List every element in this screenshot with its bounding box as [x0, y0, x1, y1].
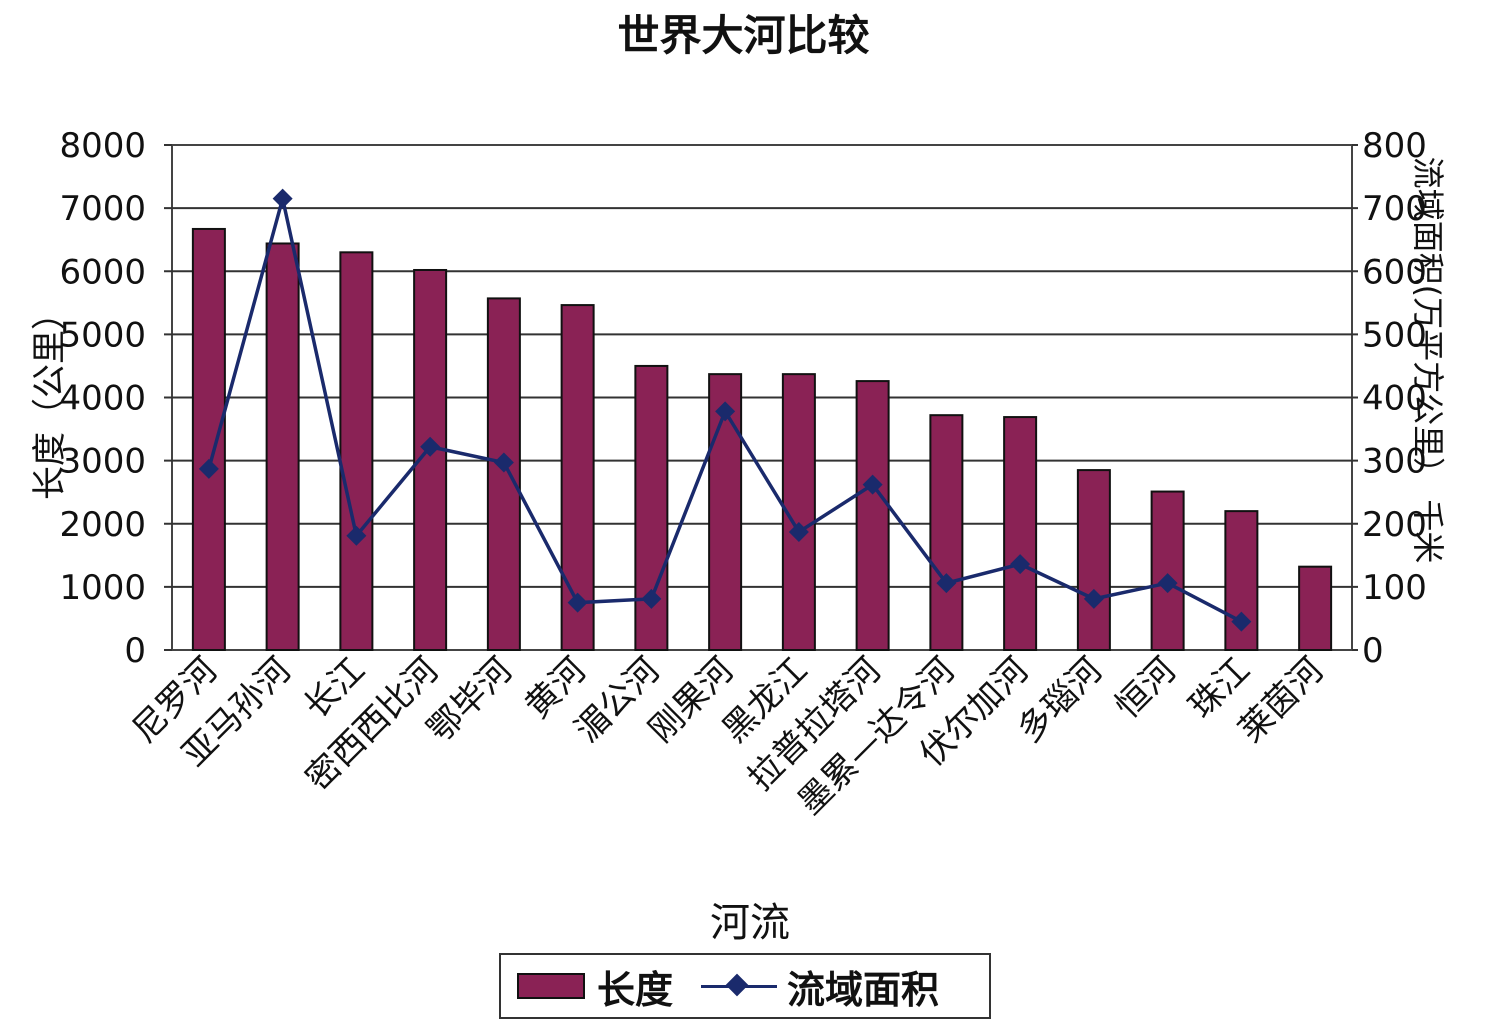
line-point	[1010, 554, 1031, 575]
legend-label-area: 流域面积	[787, 967, 940, 1012]
line-point	[1083, 588, 1104, 609]
y-right-tick-label: 400	[1362, 379, 1427, 419]
y-left-tick-label: 7000	[59, 189, 146, 229]
y-left-tick-label: 5000	[59, 315, 146, 355]
y-left-tick-label: 0	[124, 631, 146, 671]
bar	[929, 414, 964, 651]
line-point	[862, 474, 883, 495]
line-series	[198, 188, 1252, 632]
bar-series	[191, 227, 1333, 652]
chart-title: 世界大河比较	[617, 11, 870, 60]
line-point	[641, 588, 662, 609]
chart-plot: 0 1000 2000 3000 4000 5000 6000 7000 8000 0 100 20…	[59, 126, 1427, 823]
y-right-tick-label: 800	[1362, 126, 1427, 166]
x-tick-label: 鄂毕河	[420, 650, 520, 750]
line-point	[788, 521, 809, 542]
line-point	[198, 458, 219, 479]
y-right-tick-label: 600	[1362, 252, 1427, 292]
y-axis-right-ticks: 0 100 200 300 400 500 600 700 800	[1352, 126, 1427, 671]
x-tick-label: 莱茵河	[1231, 650, 1331, 750]
line-point	[936, 573, 957, 594]
y-right-tick-label: 500	[1362, 315, 1427, 355]
legend: 长度 流域面积	[499, 953, 991, 1019]
bar	[1150, 490, 1185, 651]
legend-bar-swatch	[517, 973, 585, 999]
y-left-tick-label: 1000	[59, 568, 146, 608]
bar	[1003, 416, 1038, 651]
bar	[560, 304, 595, 651]
bar	[339, 251, 374, 651]
y-left-tick-label: 2000	[59, 505, 146, 545]
x-tick-label: 湄公河	[567, 650, 667, 750]
line-point	[715, 401, 736, 422]
bar	[855, 380, 890, 651]
bar	[413, 268, 448, 651]
bar	[486, 297, 521, 651]
x-axis-label: 河流	[710, 900, 790, 946]
x-tick-label: 刚果河	[641, 650, 741, 750]
y-left-tick-label: 8000	[59, 126, 146, 166]
x-axis-ticks: 尼罗河亚马孙河长江密西西比河鄂毕河黄河湄公河刚果河黑龙江拉普拉塔河墨累—达令河伏…	[125, 650, 1332, 823]
legend-line-swatch	[701, 971, 778, 1001]
legend-label-length: 长度	[597, 967, 674, 1012]
x-tick-label: 多瑙河	[1010, 650, 1110, 750]
y-right-tick-label: 300	[1362, 442, 1427, 482]
bar	[1298, 565, 1333, 651]
line-point	[1231, 611, 1252, 632]
y-right-tick-label: 100	[1362, 568, 1427, 608]
y-left-tick-label: 6000	[59, 252, 146, 292]
y-axis-left-ticks: 0 1000 2000 3000 4000 5000 6000 7000 8000	[59, 126, 172, 671]
y-left-tick-label: 3000	[59, 442, 146, 482]
line-point	[1157, 573, 1178, 594]
line-point	[272, 188, 293, 209]
bar	[1076, 469, 1111, 651]
bar	[265, 242, 300, 651]
bar	[191, 227, 226, 652]
line-point	[346, 525, 367, 546]
y-left-tick-label: 4000	[59, 379, 146, 419]
line-point	[420, 436, 441, 457]
y-right-tick-label: 200	[1362, 505, 1427, 545]
x-tick-label: 恒河	[1108, 650, 1184, 726]
line-point	[567, 592, 588, 613]
y-right-tick-label: 700	[1362, 189, 1427, 229]
line-point	[493, 452, 514, 473]
y-right-tick-label: 0	[1362, 631, 1384, 671]
